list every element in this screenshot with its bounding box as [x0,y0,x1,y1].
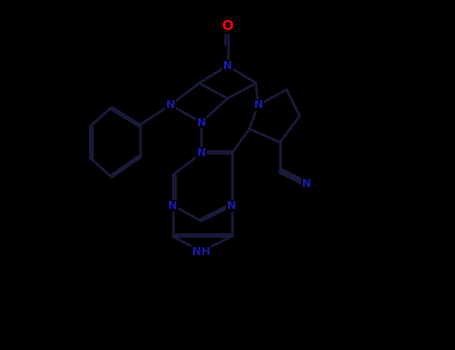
Text: NH: NH [192,246,211,257]
Text: N: N [253,100,263,110]
Text: N: N [227,201,237,211]
Text: O: O [222,19,233,33]
Text: N: N [166,100,175,110]
Text: N: N [223,61,232,71]
Text: N: N [302,179,311,189]
Text: N: N [197,118,206,127]
Text: N: N [197,148,206,158]
Text: N: N [168,201,177,211]
